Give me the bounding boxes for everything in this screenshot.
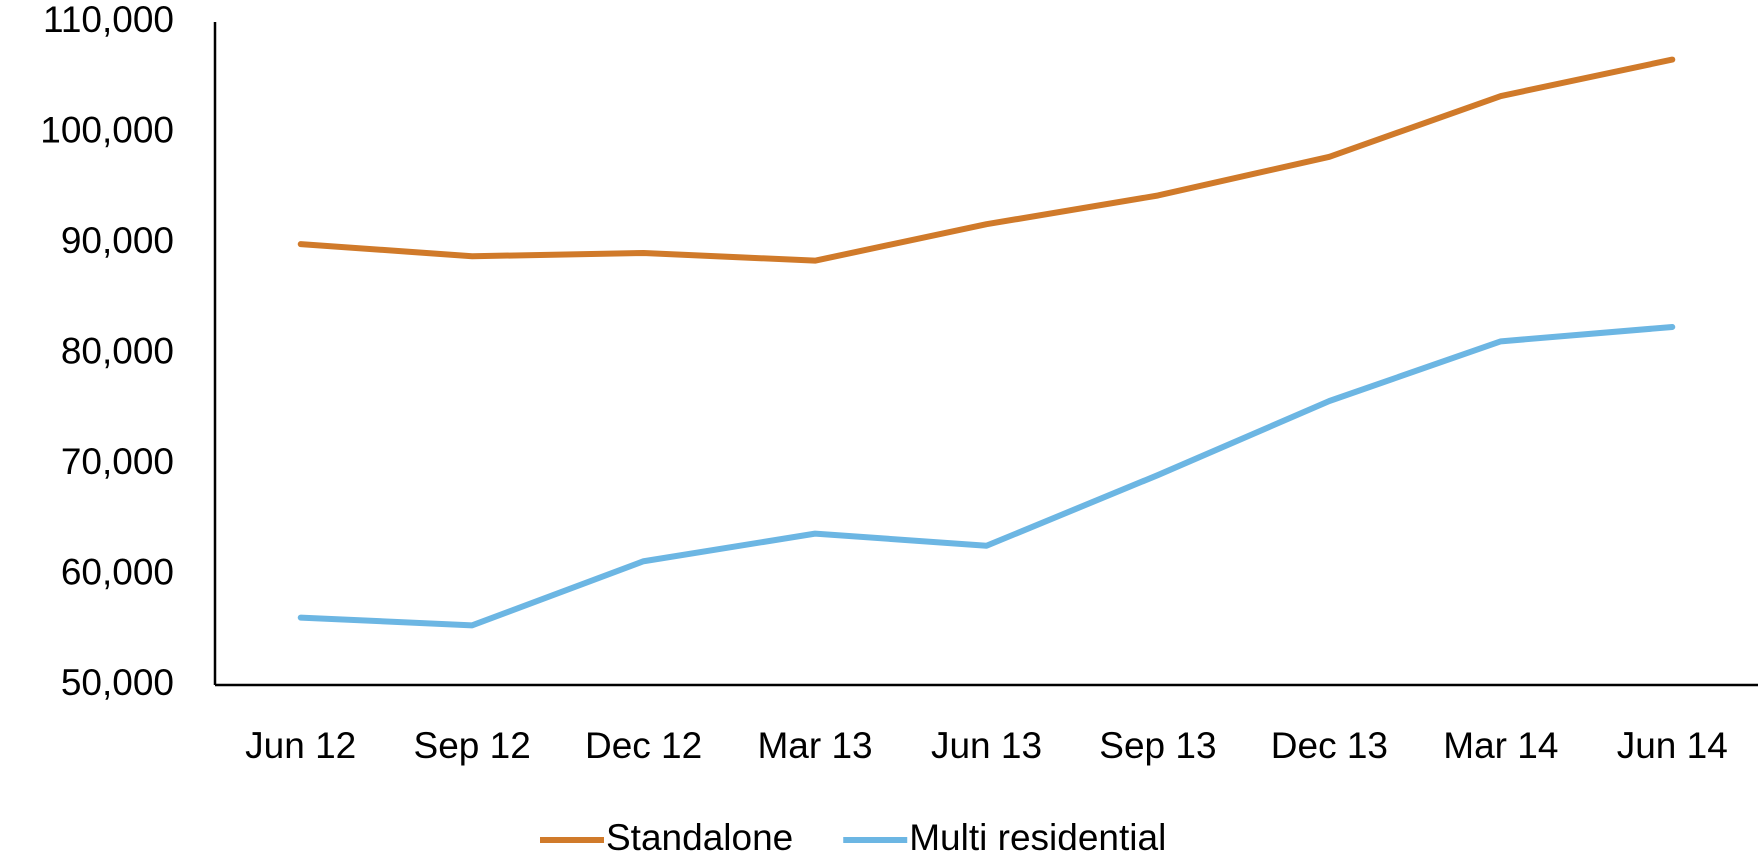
series-line	[297, 56, 1676, 264]
x-tick-label: Mar 13	[757, 725, 872, 766]
y-tick-label: 100,000	[40, 109, 174, 150]
legend-label: Multi residential	[909, 817, 1166, 858]
x-tick-label: Sep 12	[414, 725, 531, 766]
legend-label: Standalone	[606, 817, 793, 858]
y-tick-label: 80,000	[61, 330, 174, 371]
x-tick-label: Sep 13	[1099, 725, 1216, 766]
x-tick-label: Mar 14	[1443, 725, 1558, 766]
series-line	[297, 323, 1676, 629]
x-tick-label: Jun 13	[931, 725, 1042, 766]
y-tick-label: 50,000	[61, 662, 174, 703]
x-tick-label: Dec 13	[1271, 725, 1388, 766]
x-tick-label: Dec 12	[585, 725, 702, 766]
y-tick-label: 110,000	[43, 0, 174, 40]
y-tick-label: 70,000	[61, 441, 174, 482]
x-tick-label: Jun 12	[245, 725, 356, 766]
x-tick-label: Jun 14	[1617, 725, 1728, 766]
y-tick-label: 90,000	[61, 220, 174, 261]
y-tick-label: 60,000	[61, 551, 174, 592]
